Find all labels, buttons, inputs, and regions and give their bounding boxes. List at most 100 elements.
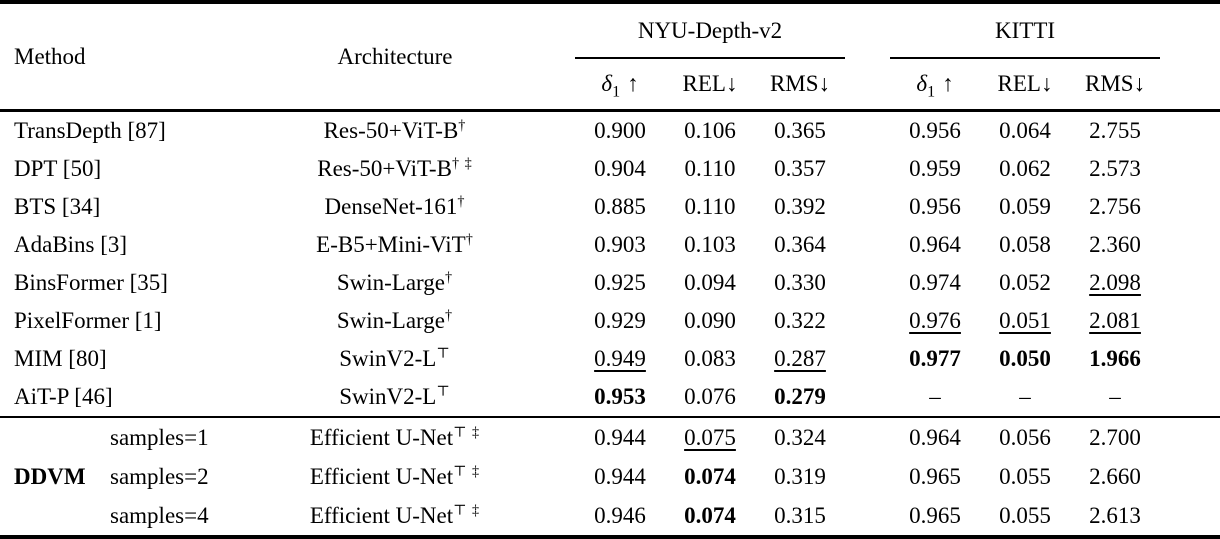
footnote-marker: ⊤: [436, 345, 451, 362]
spacer: [845, 417, 890, 457]
spacer: [530, 150, 575, 188]
metric-cell: 0.106: [684, 118, 736, 143]
metric-cell: 0.904: [594, 156, 646, 181]
metric-cell: 2.573: [1089, 156, 1141, 181]
spacer: [530, 340, 575, 378]
table-row-pixelformer: PixelFormer [1] Swin-Large† 0.929 0.090 …: [0, 302, 1220, 340]
metric-header-rel-kitti: REL↓: [980, 58, 1071, 112]
spacer: [1160, 226, 1220, 264]
spacer: [1160, 111, 1220, 151]
metric-cell: 0.964: [909, 424, 961, 450]
metric-cell: 0.944: [594, 424, 646, 450]
architecture-cell: Efficient U-Net⊤ ‡: [309, 462, 481, 489]
metric-cell: 0.051: [999, 308, 1051, 333]
metric-header-rms-kitti: RMS↓: [1070, 58, 1161, 112]
metric-cell: 0.946: [594, 502, 646, 528]
metric-cell: 0.324: [774, 424, 826, 450]
method-cell: samples=1: [0, 417, 260, 457]
footnote-marker: †: [445, 269, 454, 286]
table-row-bts: BTS [34] DenseNet-161† 0.885 0.110 0.392…: [0, 188, 1220, 226]
footnote-marker: †: [457, 193, 466, 210]
architecture-column-header: Architecture: [260, 4, 530, 112]
metric-cell: 0.050: [999, 346, 1051, 371]
metric-cell: 0.074: [684, 502, 736, 528]
spacer: [1160, 4, 1220, 112]
spacer: [845, 340, 890, 378]
architecture-cell: Res-50+ViT-B†: [323, 117, 467, 143]
metric-cell: 0.062: [999, 156, 1051, 181]
metric-cell: 0.925: [594, 270, 646, 295]
method-cell: MIM [80]: [14, 346, 107, 371]
metric-header-rms-nyu: RMS↓: [755, 58, 846, 112]
delta-subscript: 1: [612, 83, 621, 101]
metric-cell: 0.976: [909, 308, 961, 333]
depth-benchmark-table: Method Architecture NYU-Depth-v2 KITTI δ…: [0, 4, 1220, 535]
metric-cell: 0.094: [684, 270, 736, 295]
method-cell: BinsFormer [35]: [14, 270, 168, 295]
spacer: [1160, 417, 1220, 457]
metric-cell: –: [1070, 378, 1161, 418]
architecture-cell: Efficient U-Net⊤ ‡: [309, 501, 481, 528]
spacer: [530, 264, 575, 302]
footnote-marker: ⊤: [436, 383, 451, 400]
metric-cell: 0.949: [594, 346, 646, 371]
metric-cell: 0.052: [999, 270, 1051, 295]
spacer: [845, 496, 890, 535]
spacer: [845, 378, 891, 418]
table-row-dpt: DPT [50] Res-50+ViT-B† ‡ 0.904 0.110 0.3…: [0, 150, 1220, 188]
method-cell: DDVM samples=2: [0, 457, 260, 496]
delta-subscript: 1: [927, 83, 936, 101]
table-row-ddvm-samples2: DDVM samples=2 Efficient U-Net⊤ ‡ 0.944 0…: [0, 457, 1220, 496]
metric-cell: 2.098: [1089, 270, 1141, 295]
table-row-transdepth: TransDepth [87] Res-50+ViT-B† 0.900 0.10…: [0, 111, 1220, 151]
metric-cell: 2.360: [1089, 232, 1141, 257]
spacer: [1160, 378, 1220, 418]
metric-cell: –: [890, 378, 981, 418]
spacer: [1160, 340, 1220, 378]
metric-cell: 0.953: [575, 378, 665, 418]
metric-cell: 0.058: [999, 232, 1051, 257]
spacer: [845, 4, 891, 112]
spacer: [530, 111, 575, 151]
group-header-nyu-depth-v2: NYU-Depth-v2: [575, 4, 846, 59]
metric-cell: 0.075: [684, 424, 736, 450]
table-row-ddvm-samples4: samples=4 Efficient U-Net⊤ ‡ 0.946 0.074…: [0, 496, 1220, 535]
metric-cell: 0.929: [594, 308, 646, 333]
spacer: [1160, 496, 1220, 535]
spacer: [845, 150, 890, 188]
footnote-marker: † ‡: [451, 155, 473, 172]
footnote-marker: †: [465, 231, 474, 248]
method-column-header: Method: [0, 4, 260, 112]
spacer: [845, 264, 890, 302]
spacer: [1160, 302, 1220, 340]
architecture-cell: Swin-Large†: [336, 307, 454, 333]
architecture-cell: SwinV2-L⊤: [260, 378, 530, 418]
metric-header-rel-nyu: REL↓: [665, 58, 755, 112]
metric-cell: 0.322: [774, 308, 826, 333]
table-row-aitp: AiT-P [46] SwinV2-L⊤ 0.953 0.076 0.279 –…: [0, 378, 1220, 418]
group-header-kitti: KITTI: [890, 4, 1161, 59]
method-cell: TransDepth [87]: [14, 118, 166, 143]
spacer: [530, 226, 575, 264]
metric-cell: 0.365: [774, 118, 826, 143]
metric-cell: 0.903: [594, 232, 646, 257]
architecture-cell: E-B5+Mini-ViT†: [316, 231, 474, 257]
metric-header-delta1-nyu: δ1 ↑: [575, 58, 665, 112]
table-row-ddvm-samples1: samples=1 Efficient U-Net⊤ ‡ 0.944 0.075…: [0, 417, 1220, 457]
metric-cell: 0.319: [774, 463, 826, 489]
metric-cell: 1.966: [1089, 346, 1141, 371]
spacer: [530, 302, 575, 340]
spacer: [845, 457, 890, 496]
metric-cell: 0.110: [684, 194, 736, 219]
metric-cell: 0.900: [594, 118, 646, 143]
architecture-cell: Efficient U-Net⊤ ‡: [309, 423, 481, 450]
metric-cell: 0.056: [999, 424, 1051, 450]
metric-cell: 2.081: [1089, 308, 1141, 333]
spacer: [530, 496, 575, 535]
metric-cell: 2.756: [1089, 194, 1141, 219]
spacer: [530, 378, 575, 418]
metric-cell: 0.357: [774, 156, 826, 181]
spacer: [845, 302, 890, 340]
